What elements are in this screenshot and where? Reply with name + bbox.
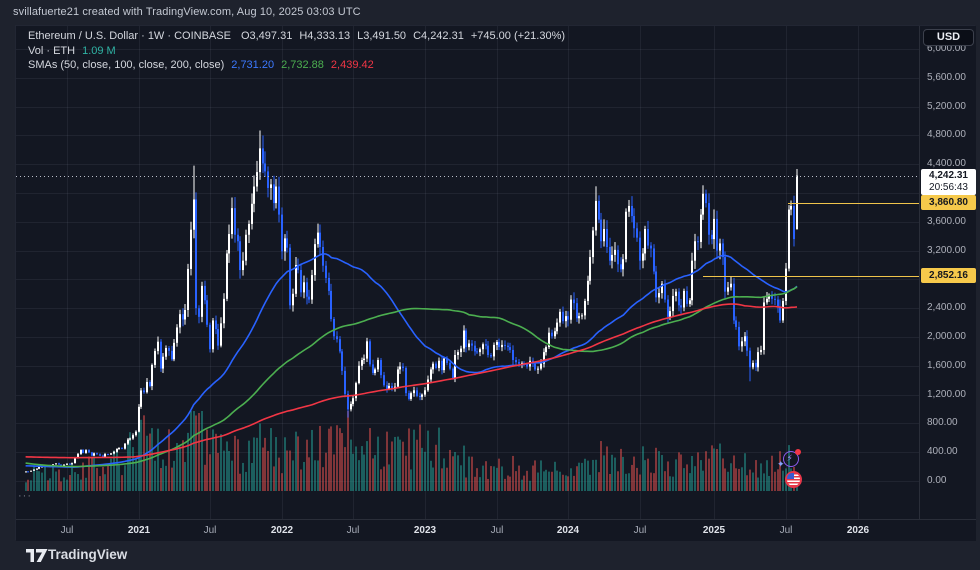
- price-tick-label: 0.00: [927, 475, 947, 486]
- time-tick-label: 2021: [127, 525, 151, 536]
- chart-legend: Ethereum / U.S. Dollar · 1W · COINBASE O…: [28, 29, 565, 73]
- sma100-value: 2,732.88: [281, 59, 324, 72]
- us-flag-event-icon[interactable]: [785, 471, 802, 488]
- volume-value: 1.09 M: [82, 44, 116, 57]
- time-tick-label: Jul: [490, 525, 504, 536]
- price-tick-label: 1,200.00: [927, 389, 966, 400]
- notification-dot: [795, 449, 801, 455]
- attribution-text: svillafuerte21 created with TradingView.…: [13, 6, 361, 18]
- time-tick-label: Jul: [346, 525, 360, 536]
- time-tick-label: 2024: [556, 525, 580, 536]
- bar-countdown: 20:56:43: [929, 182, 968, 193]
- ohlc-low: L3,491.50: [357, 30, 407, 43]
- ohlc-high: H4,333.13: [299, 30, 351, 43]
- price-tick-label: 800.00: [927, 417, 958, 428]
- currency-toggle-button[interactable]: USD: [923, 29, 974, 46]
- price-tick-label: 4,400.00: [927, 158, 966, 169]
- time-tick-label: Jul: [203, 525, 217, 536]
- time-tick-label: Jul: [60, 525, 74, 536]
- price-level-label-1[interactable]: 3,860.80: [921, 195, 976, 210]
- price-tick-label: 4,800.00: [927, 129, 966, 140]
- pane-more-button[interactable]: ···: [18, 490, 32, 502]
- legend-symbol-row: Ethereum / U.S. Dollar · 1W · COINBASE O…: [28, 29, 565, 44]
- time-tick-label: 2023: [413, 525, 437, 536]
- time-axis[interactable]: Jul 2021 Jul 2022 Jul 2023 Jul 2024 Jul 2025 Jul 20…: [16, 519, 976, 541]
- price-chart-canvas[interactable]: [16, 26, 919, 519]
- volume-label: Vol · ETH: [28, 44, 76, 57]
- price-tick-label: 5,200.00: [927, 101, 966, 112]
- sma50-value: 2,731.20: [231, 59, 275, 72]
- sparkle-icon: ✦: [777, 459, 785, 469]
- ohlc-close: C4,242.31: [413, 30, 464, 43]
- legend-volume-row: Vol · ETH 1.09 M: [28, 44, 565, 59]
- footer-bar: TradingView: [0, 540, 980, 570]
- flag-canton: [787, 473, 794, 479]
- price-tick-label: 400.00: [927, 446, 958, 457]
- flash-event-icon[interactable]: ⚡ ✦: [777, 449, 801, 469]
- attribution-bar: svillafuerte21 created with TradingView.…: [0, 0, 980, 25]
- time-tick-label: 2025: [702, 525, 726, 536]
- price-tick-label: 2,400.00: [927, 302, 966, 313]
- price-tick-label: 2,000.00: [927, 331, 966, 342]
- time-tick-label: Jul: [779, 525, 793, 536]
- price-tick-label: 1,600.00: [927, 360, 966, 371]
- chart-panel: Ethereum / U.S. Dollar · 1W · COINBASE O…: [15, 25, 976, 541]
- price-tick-label: 3,200.00: [927, 245, 966, 256]
- sma200-value: 2,439.42: [330, 59, 374, 72]
- price-level-label-2[interactable]: 2,852.16: [921, 268, 976, 283]
- brand-name[interactable]: TradingView: [48, 547, 128, 562]
- price-tick-label: 6,000.00: [927, 43, 966, 54]
- sma-label: SMAs (50, close, 100, close, 200, close): [28, 59, 225, 72]
- last-price-label: 4,242.31 20:56:43: [921, 169, 976, 195]
- last-price-value: 4,242.31: [929, 170, 968, 181]
- time-tick-label: 2026: [846, 525, 870, 536]
- symbol-title: Ethereum / U.S. Dollar · 1W · COINBASE: [28, 30, 231, 43]
- price-axis[interactable]: USD 4,242.31 20:56:43 3,860.80 2,852.16 …: [919, 26, 976, 519]
- time-tick-label: 2022: [270, 525, 294, 536]
- ohlc-open: O3,497.31: [240, 30, 293, 43]
- price-tick-label: 3,600.00: [927, 216, 966, 227]
- time-tick-label: Jul: [633, 525, 647, 536]
- price-change: +745.00 (+21.30%): [470, 30, 566, 43]
- tradingview-logo-icon[interactable]: [26, 548, 48, 563]
- legend-sma-row: SMAs (50, close, 100, close, 200, close)…: [28, 58, 565, 73]
- price-tick-label: 5,600.00: [927, 72, 966, 83]
- lightning-icon: ⚡: [786, 453, 793, 463]
